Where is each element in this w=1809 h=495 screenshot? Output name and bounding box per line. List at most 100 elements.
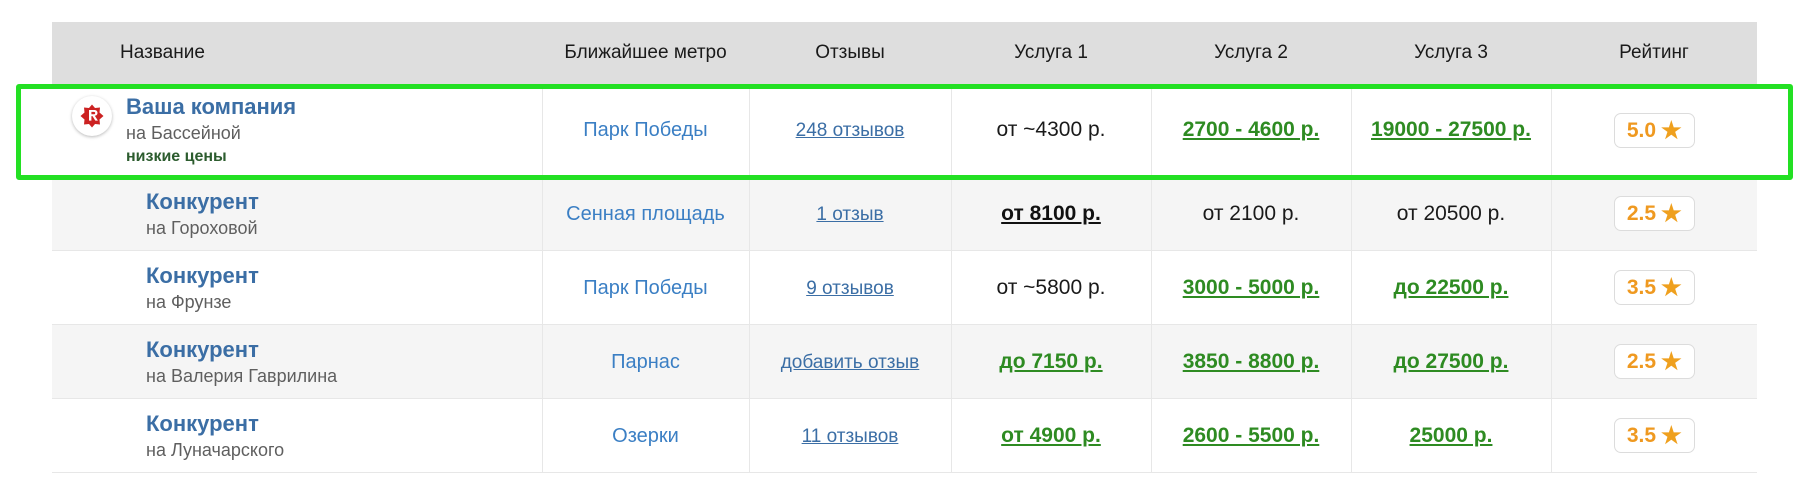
metro-link[interactable]: Парк Победы [583,119,708,142]
company-address: на Луначарского [146,440,285,461]
rating-badge[interactable]: 2.5 ★ [1613,196,1695,232]
company-address: на Валерия Гаврилина [146,366,338,387]
rating-value: 3.5 [1626,276,1657,300]
cell-service-2: 2600 - 5500 р. [1151,398,1352,474]
price-service-2[interactable]: 3000 - 5000 р. [1182,275,1320,299]
cell-reviews: 11 отзывов [749,398,952,474]
column-header-rating: Рейтинг [1551,22,1757,84]
reviews-link[interactable]: 1 отзыв [816,203,884,225]
cell-service-2: от 2100 р. [1151,176,1352,252]
cell-service-3: 19000 - 27500 р. [1351,84,1552,178]
price-service-3[interactable]: 25000 р. [1409,423,1493,447]
price-service-3[interactable]: до 27500 р. [1393,349,1509,373]
company-name-link[interactable]: Конкурент [146,188,259,214]
price-service-1[interactable]: до 7150 р. [999,349,1103,373]
rating-badge[interactable]: 3.5 ★ [1613,270,1695,306]
rating-badge[interactable]: 2.5 ★ [1613,344,1695,380]
cell-service-1: от ~4300 р. [951,84,1152,178]
company-name-link[interactable]: Конкурент [146,262,259,288]
star-icon: ★ [1661,200,1682,227]
metro-link[interactable]: Парк Победы [583,276,708,299]
price-service-2: от 2100 р. [1202,201,1300,225]
table-row-own-company: Ваша компания на Бассейной низкие цены Парк… [52,84,1757,178]
star-icon: ★ [1661,422,1682,449]
cell-reviews: 1 отзыв [749,176,952,252]
column-header-service-1: Услуга 1 [951,22,1151,84]
cell-service-2: 3850 - 8800 р. [1151,324,1352,400]
company-address: на Фрунзе [146,292,232,313]
company-logo-icon [72,96,112,136]
rating-value: 2.5 [1626,350,1657,374]
cell-service-1: до 7150 р. [951,324,1152,400]
cell-reviews: 9 отзывов [749,250,952,326]
cell-service-2: 3000 - 5000 р. [1151,250,1352,326]
table-body: Ваша компания на Бассейной низкие цены Парк… [52,84,1757,474]
cell-metro: Парк Победы [542,84,750,178]
company-address: на Гороховой [146,218,258,239]
price-service-1[interactable]: от 8100 р. [1001,201,1101,225]
metro-link[interactable]: Озерки [612,424,679,447]
column-header-reviews: Отзывы [749,22,951,84]
cell-service-3: до 22500 р. [1351,250,1552,326]
table-row: Конкурент на Луначарского Озерки 11 отзывов… [52,398,1757,474]
price-service-3: от 20500 р. [1396,201,1506,225]
cell-service-1: от ~5800 р. [951,250,1152,326]
cell-company: Конкурент на Фрунзе [52,250,543,326]
cell-company: Ваша компания на Бассейной низкие цены [52,84,543,178]
cell-rating: 3.5 ★ [1551,398,1757,474]
cell-rating: 3.5 ★ [1551,250,1757,326]
company-name-link[interactable]: Ваша компания [126,94,297,119]
table-row: Конкурент на Фрунзе Парк Победы 9 отзывов от… [52,250,1757,326]
rating-badge[interactable]: 3.5 ★ [1613,418,1695,454]
cell-service-3: 25000 р. [1351,398,1552,474]
price-service-1[interactable]: от 4900 р. [1001,423,1101,447]
company-name-link[interactable]: Конкурент [146,410,259,436]
rating-value: 5.0 [1626,118,1657,142]
reviews-link[interactable]: 9 отзывов [806,277,894,299]
price-service-1: от ~5800 р. [996,275,1106,299]
cell-rating: 5.0 ★ [1551,84,1757,178]
cell-company: Конкурент на Луначарского [52,398,543,474]
cell-metro: Парнас [542,324,750,400]
cell-company: Конкурент на Гороховой [52,176,543,252]
price-service-2[interactable]: 2700 - 4600 р. [1182,118,1320,142]
reviews-link[interactable]: 11 отзывов [801,425,899,447]
price-service-3[interactable]: 19000 - 27500 р. [1371,118,1531,142]
metro-link[interactable]: Парнас [611,350,680,373]
cell-reviews: 248 отзывов [749,84,952,178]
star-icon: ★ [1661,116,1682,143]
price-service-2[interactable]: 2600 - 5500 р. [1182,423,1320,447]
table-header: Название Ближайшее метро Отзывы Услуга 1… [52,22,1757,84]
cell-metro: Сенная площадь [542,176,750,252]
table-container: Название Ближайшее метро Отзывы Услуга 1… [52,22,1757,474]
company-tag: низкие цены [126,147,227,165]
column-header-service-2: Услуга 2 [1151,22,1351,84]
cell-service-2: 2700 - 4600 р. [1151,84,1352,178]
price-service-3[interactable]: до 22500 р. [1393,275,1509,299]
rating-value: 3.5 [1626,424,1657,448]
table-row: Конкурент на Валерия Гаврилина Парнас добав… [52,324,1757,400]
metro-link[interactable]: Сенная площадь [566,202,725,225]
rating-value: 2.5 [1626,202,1657,226]
cell-metro: Парк Победы [542,250,750,326]
column-header-metro: Ближайшее метро [542,22,749,84]
column-header-service-3: Услуга 3 [1351,22,1551,84]
cell-metro: Озерки [542,398,750,474]
cell-service-1: от 4900 р. [951,398,1152,474]
header-row: Название Ближайшее метро Отзывы Услуга 1… [52,22,1757,84]
cell-reviews: добавить отзыв [749,324,952,400]
star-icon: ★ [1661,348,1682,375]
price-service-2[interactable]: 3850 - 8800 р. [1182,349,1320,373]
cell-rating: 2.5 ★ [1551,176,1757,252]
reviews-link[interactable]: 248 отзывов [795,120,905,142]
cell-service-3: от 20500 р. [1351,176,1552,252]
column-header-name: Название [52,22,542,84]
company-name-link[interactable]: Конкурент [146,336,259,362]
cell-service-1: от 8100 р. [951,176,1152,252]
cell-company: Конкурент на Валерия Гаврилина [52,324,543,400]
reviews-link[interactable]: добавить отзыв [780,351,920,373]
rating-badge[interactable]: 5.0 ★ [1613,112,1695,148]
cell-service-3: до 27500 р. [1351,324,1552,400]
table-row: Конкурент на Гороховой Сенная площадь 1 отз… [52,176,1757,252]
